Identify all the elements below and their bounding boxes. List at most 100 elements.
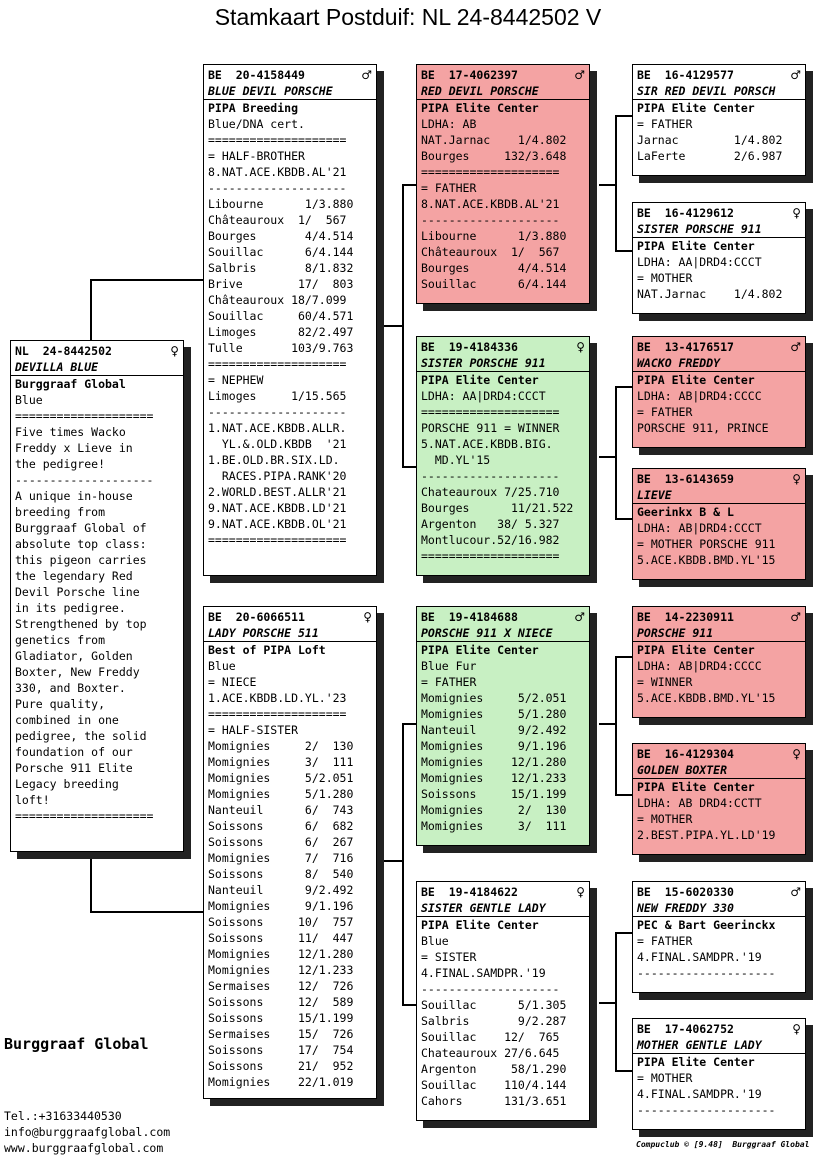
owner-name: PIPA Elite Center [421, 918, 539, 932]
connector-line [90, 852, 92, 912]
card-line: = FATHER [637, 934, 693, 948]
pigeon-card[interactable]: BE 17-4062752 ♀ MOTHER GENTLE LADY PIPA Eli… [632, 1018, 806, 1130]
card-line: Brive 17/ 803 [208, 277, 354, 291]
card-line: in its pedigree. [15, 601, 126, 615]
card-line: Blue Fur [421, 659, 477, 673]
card-line: -------------------- [208, 405, 347, 419]
card-line: Momignies 12/1.233 [421, 771, 567, 785]
card-line: 9.NAT.ACE.KBDB.LD'21 [208, 501, 347, 515]
pigeon-name: SISTER PORSCHE 911 [633, 221, 805, 238]
contact-website[interactable]: www.burggraafglobal.com [4, 1141, 164, 1155]
card-line: Tulle 103/9.763 [208, 341, 354, 355]
contact-phone: Tel.:+31633440530 [4, 1109, 122, 1123]
card-line: 330, and Boxter. [15, 681, 126, 695]
pigeon-card[interactable]: BE 19-4184622 ♀ SISTER GENTLE LADY PIPA Eli… [416, 881, 590, 1121]
owner-name: PIPA Elite Center [637, 643, 755, 657]
card-line: Cahors 131/3.651 [421, 1094, 567, 1108]
card-line: 1.BE.OLD.BR.SIX.LD. [208, 453, 340, 467]
card-line: Souillac 6/4.144 [421, 277, 567, 291]
card-line: LDHA: AB|DRD4:CCCC [637, 389, 762, 403]
card-line: Blue [421, 934, 449, 948]
pigeon-card[interactable]: BE 15-6020330 ♂ NEW FREDDY 330 PEC & Bart G… [632, 881, 806, 993]
connector-line [384, 325, 404, 327]
pigeon-card[interactable]: BE 16-4129612 ♀ SISTER PORSCHE 911 PIPA Eli… [632, 202, 806, 314]
card-line: Jarnac 1/4.802 [637, 133, 783, 147]
card-line: Bourges 132/3.648 [421, 149, 567, 163]
contact-email[interactable]: info@burggraafglobal.com [4, 1125, 171, 1139]
card-line: Momignies 12/1.280 [421, 755, 567, 769]
pigeon-name: MOTHER GENTLE LADY [633, 1037, 805, 1054]
card-line: Soissons 6/ 682 [208, 819, 354, 833]
connector-line [615, 1070, 634, 1072]
pigeon-card[interactable]: BE 19-4184688 ♂ PORSCHE 911 X NIECE PIPA El… [416, 606, 590, 846]
ring-number: BE 16-4129304 [637, 747, 734, 761]
card-line: Boxter, New Freddy [15, 665, 140, 679]
card-line: Freddy x Lieve in [15, 441, 133, 455]
pigeon-card[interactable]: BE 17-4062397 ♂ RED DEVIL PORSCHE PIPA Elit… [416, 64, 590, 304]
ring-number: BE 16-4129612 [637, 206, 734, 220]
card-line: -------------------- [421, 982, 560, 996]
pigeon-card[interactable]: BE 20-4158449 ♂ BLUE DEVIL PORSCHE PIPA Bre… [203, 64, 377, 576]
female-icon: ♀ [576, 885, 585, 899]
card-line: Limoges 1/15.565 [208, 389, 347, 403]
male-icon: ♂ [361, 68, 372, 82]
pigeon-card[interactable]: NL 24-8442502 ♀ DEVILLA BLUE Burggraaf Glob… [10, 340, 184, 852]
card-line: LDHA: AA|DRD4:CCCT [421, 389, 546, 403]
card-line: -------------------- [15, 473, 154, 487]
card-line: Limoges 82/2.497 [208, 325, 354, 339]
card-line: Souillac 110/4.144 [421, 1078, 567, 1092]
pigeon-card[interactable]: BE 19-4184336 ♀ SISTER PORSCHE 911 PIPA Eli… [416, 336, 590, 576]
female-icon: ♀ [792, 472, 801, 486]
owner-name: PIPA Elite Center [421, 373, 539, 387]
card-line: Legacy breeding [15, 777, 119, 791]
pigeon-card[interactable]: BE 13-6143659 ♀ LIEVE Geerinkx B & L LDHA: A… [632, 468, 806, 580]
card-line: = HALF-BROTHER [208, 149, 305, 163]
pigeon-card[interactable]: BE 16-4129304 ♀ GOLDEN BOXTER PIPA Elite Ce… [632, 743, 806, 855]
owner-name: PIPA Elite Center [421, 643, 539, 657]
card-line: Momignies 3/ 111 [208, 755, 354, 769]
card-line: 2.WORLD.BEST.ALLR'21 [208, 485, 347, 499]
card-line: pedigree, the solid [15, 729, 147, 743]
card-line: Momignies 9/1.196 [208, 899, 354, 913]
card-line: = NEPHEW [208, 373, 264, 387]
pigeon-card[interactable]: BE 20-6066511 ♀ LADY PORSCHE 511 Best of PI… [203, 606, 377, 1099]
card-line: 9.NAT.ACE.KBDB.OL'21 [208, 517, 347, 531]
card-line: Salbris 8/1.832 [208, 261, 354, 275]
card-line: Bourges 4/4.514 [208, 229, 354, 243]
card-line: NAT.Jarnac 1/4.802 [637, 287, 783, 301]
pigeon-card[interactable]: BE 16-4129577 ♂ SIR RED DEVIL PORSCH PIPA E… [632, 64, 806, 176]
card-header: BE 14-2230911 ♂ [637, 609, 801, 625]
pigeon-name: GOLDEN BOXTER [633, 762, 805, 779]
card-header: BE 15-6020330 ♂ [637, 884, 801, 900]
card-line: Soissons 15/1.199 [421, 787, 567, 801]
pigeon-card[interactable]: BE 13-4176517 ♂ WACKO FREDDY PIPA Elite Cen… [632, 336, 806, 448]
card-line: -------------------- [637, 1103, 776, 1117]
female-icon: ♀ [792, 1022, 801, 1036]
pigeon-name: SIR RED DEVIL PORSCH [633, 83, 805, 100]
card-header: BE 19-4184336 ♀ [421, 339, 585, 355]
card-line: Momignies 22/1.019 [208, 1075, 354, 1089]
pigeon-card[interactable]: BE 14-2230911 ♂ PORSCHE 911 PIPA Elite Cent… [632, 606, 806, 718]
card-line: 4.FINAL.SAMDPR.'19 [637, 950, 762, 964]
card-line: Momignies 2/ 130 [208, 739, 354, 753]
connector-line [615, 794, 634, 796]
card-line: Sermaises 15/ 726 [208, 1027, 354, 1041]
card-line: LaFerte 2/6.987 [637, 149, 783, 163]
card-line: 5.NAT.ACE.KBDB.BIG. [421, 437, 553, 451]
card-line: Soissons 21/ 952 [208, 1059, 354, 1073]
male-icon: ♂ [790, 610, 801, 624]
card-line: Momignies 9/1.196 [421, 739, 567, 753]
ring-number: BE 17-4062752 [637, 1022, 734, 1036]
connector-line [615, 386, 634, 388]
card-line: Souillac 6/4.144 [208, 245, 354, 259]
card-line: Libourne 1/3.880 [208, 197, 354, 211]
card-line: Soissons 10/ 757 [208, 915, 354, 929]
connector-line [615, 518, 634, 520]
card-line: Soissons 15/1.199 [208, 1011, 354, 1025]
card-line: LDHA: AB|DRD4:CCCC [637, 659, 762, 673]
connector-line [599, 1002, 617, 1004]
card-line: = FATHER [637, 117, 693, 131]
card-line: Pure quality, [15, 697, 106, 711]
card-line: Soissons 6/ 267 [208, 835, 354, 849]
card-line: = HALF-SISTER [208, 723, 299, 737]
